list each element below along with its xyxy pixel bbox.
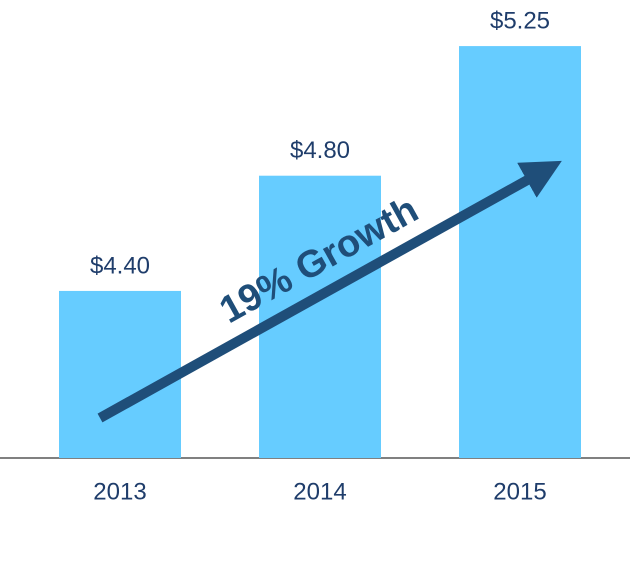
growth-arrow bbox=[97, 160, 562, 423]
x-tick-label: 2014 bbox=[293, 478, 346, 505]
bar bbox=[459, 46, 581, 459]
x-tick-label: 2015 bbox=[493, 478, 546, 505]
value-label: $4.40 bbox=[90, 252, 150, 279]
value-label: $4.80 bbox=[290, 137, 350, 164]
value-label: $5.25 bbox=[490, 7, 550, 34]
x-tick-label: 2013 bbox=[93, 478, 146, 505]
bar bbox=[59, 290, 181, 458]
